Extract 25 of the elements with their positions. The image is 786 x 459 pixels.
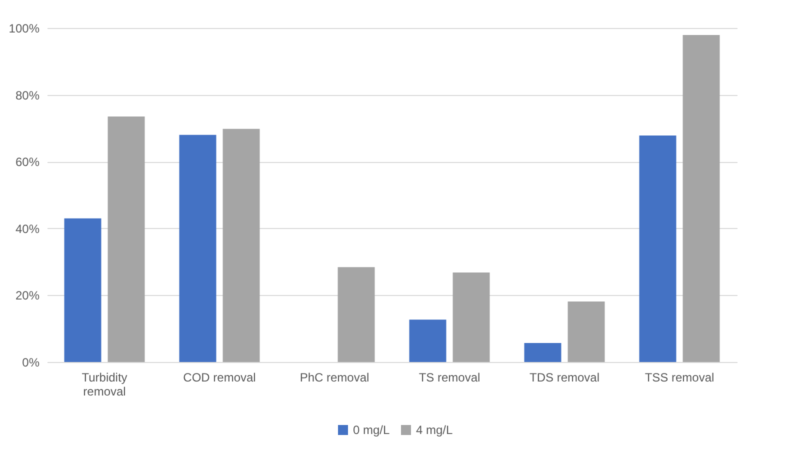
y-tick-label: 0%: [22, 356, 40, 370]
bar: [568, 302, 605, 362]
bar: [338, 267, 375, 362]
bar: [409, 320, 446, 362]
bar: [452, 272, 490, 362]
bar: [524, 342, 562, 362]
y-tick-label: 20%: [15, 288, 40, 303]
bar: [64, 218, 102, 362]
bar: [682, 35, 720, 362]
x-tick-label: TSS removal: [644, 370, 714, 384]
bar: [108, 116, 145, 362]
y-tick-label: 80%: [15, 88, 40, 102]
y-tick-label: 40%: [15, 222, 40, 236]
y-tick-label: 100%: [8, 22, 40, 36]
legend-label: 4 mg/L: [416, 423, 454, 437]
legend-label: 0 mg/L: [353, 423, 390, 437]
x-tick-label: TS removal: [418, 370, 480, 384]
x-tick-label: PhC removal: [300, 370, 370, 384]
x-tick-label: TDS removal: [529, 370, 600, 384]
bar: [179, 134, 216, 362]
y-tick-label: 60%: [15, 155, 40, 170]
x-tick-label: COD removal: [183, 370, 256, 384]
bar: [222, 128, 260, 362]
x-tick-label: Turbidity removal: [82, 370, 128, 398]
bar: [639, 136, 676, 362]
